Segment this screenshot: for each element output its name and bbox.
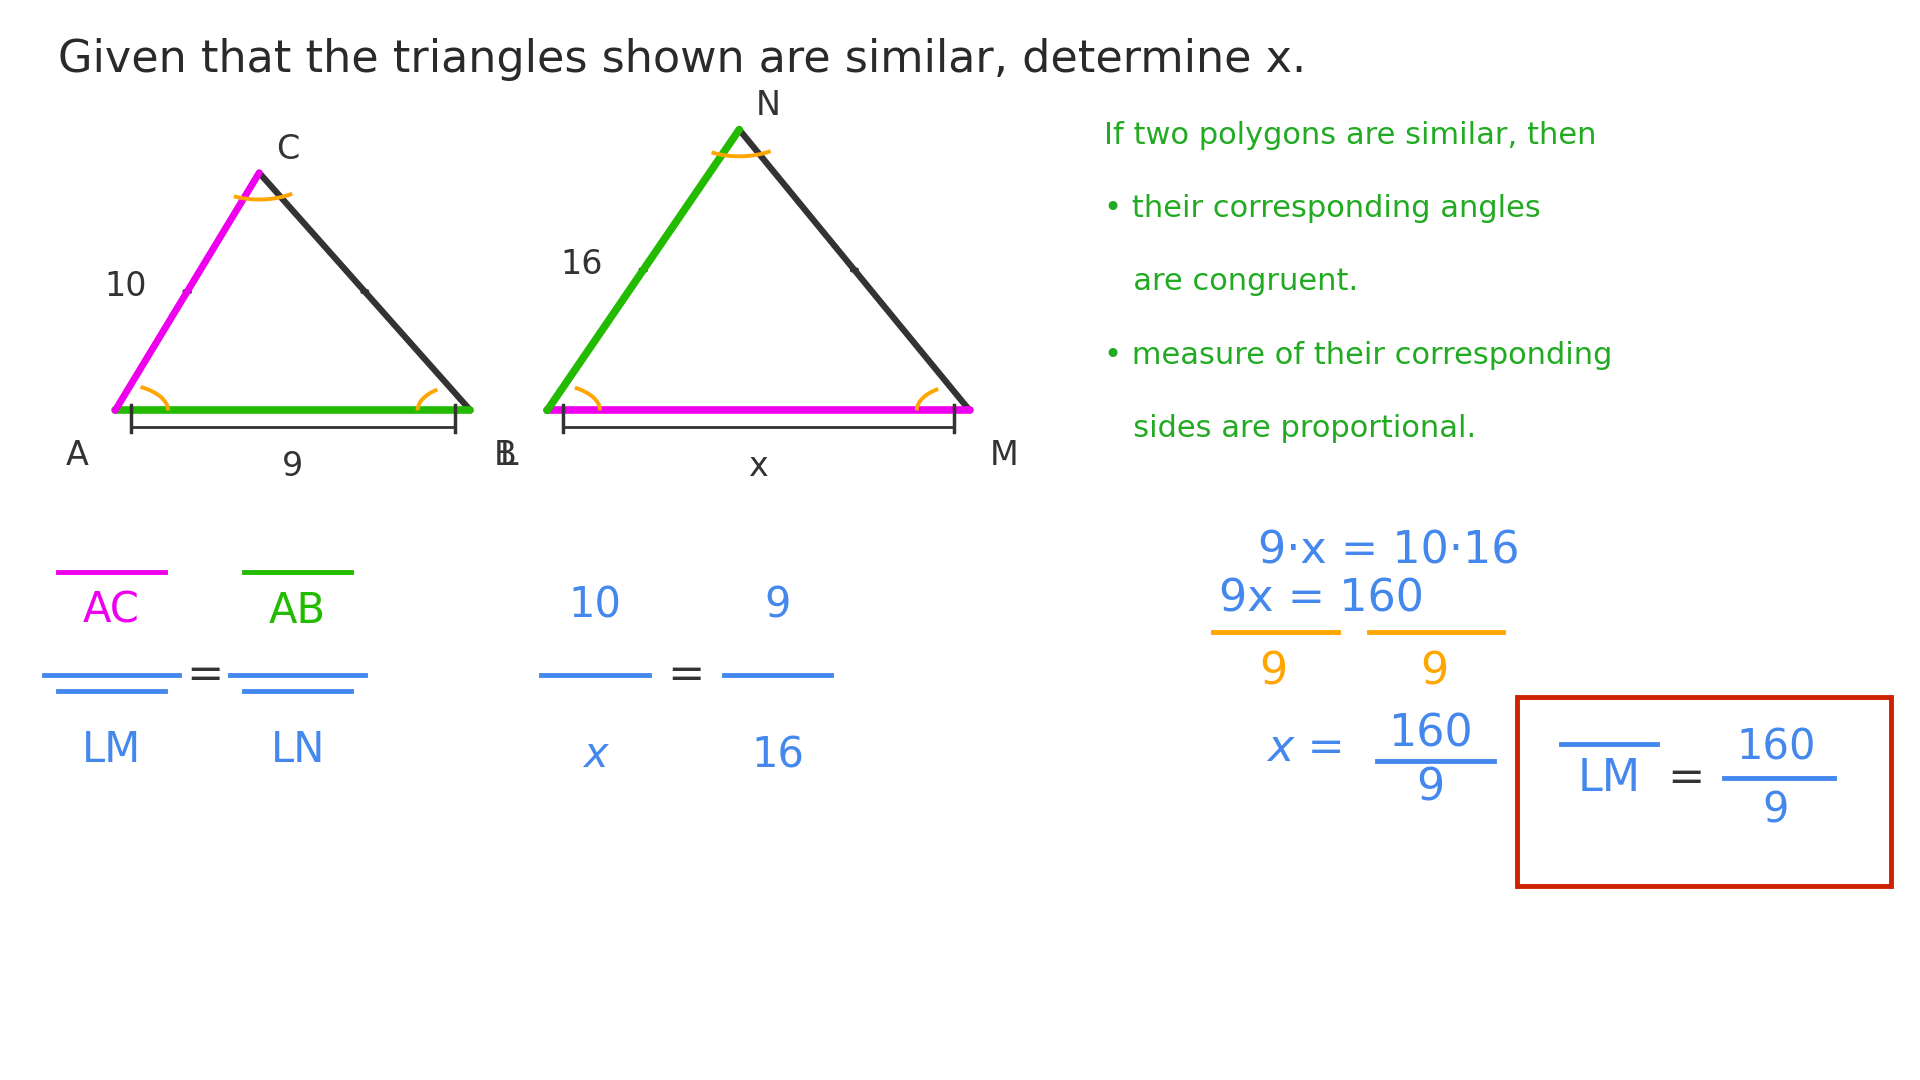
Text: 9: 9 bbox=[1421, 650, 1448, 693]
Text: 9: 9 bbox=[764, 584, 791, 626]
Text: x =: x = bbox=[1267, 727, 1344, 770]
Text: 16: 16 bbox=[561, 248, 603, 281]
Text: Given that the triangles shown are similar, determine x.: Given that the triangles shown are simil… bbox=[58, 38, 1306, 81]
Text: A: A bbox=[65, 440, 88, 472]
FancyBboxPatch shape bbox=[1517, 697, 1891, 886]
Text: 9: 9 bbox=[282, 450, 303, 483]
Text: 9x = 160: 9x = 160 bbox=[1219, 578, 1425, 621]
Text: If two polygons are similar, then: If two polygons are similar, then bbox=[1104, 121, 1597, 149]
Text: AB: AB bbox=[269, 590, 326, 632]
Text: LM: LM bbox=[1578, 757, 1640, 799]
Text: 160: 160 bbox=[1736, 727, 1816, 769]
Text: LN: LN bbox=[271, 729, 324, 771]
Text: 9: 9 bbox=[1260, 650, 1286, 693]
Text: x: x bbox=[749, 450, 768, 483]
Text: 16: 16 bbox=[751, 734, 804, 777]
Text: sides are proportional.: sides are proportional. bbox=[1104, 415, 1476, 443]
Text: L: L bbox=[499, 440, 518, 472]
Text: =: = bbox=[1667, 757, 1705, 799]
Text: • measure of their corresponding: • measure of their corresponding bbox=[1104, 341, 1613, 369]
Text: 160: 160 bbox=[1388, 713, 1473, 756]
Text: 9: 9 bbox=[1763, 789, 1789, 832]
Text: 10: 10 bbox=[104, 270, 148, 302]
Text: 10: 10 bbox=[568, 584, 622, 626]
Text: • their corresponding angles: • their corresponding angles bbox=[1104, 194, 1540, 222]
Text: LM: LM bbox=[83, 729, 140, 771]
Text: 9·x = 10·16: 9·x = 10·16 bbox=[1258, 529, 1519, 572]
Text: N: N bbox=[755, 90, 781, 122]
Text: B: B bbox=[493, 440, 516, 472]
Text: are congruent.: are congruent. bbox=[1104, 268, 1357, 296]
Text: =: = bbox=[186, 653, 223, 697]
Text: x: x bbox=[584, 734, 607, 777]
Text: M: M bbox=[991, 440, 1018, 472]
Text: 9: 9 bbox=[1417, 767, 1444, 810]
Text: AC: AC bbox=[83, 590, 140, 632]
Text: C: C bbox=[276, 133, 300, 165]
Text: =: = bbox=[668, 653, 705, 697]
